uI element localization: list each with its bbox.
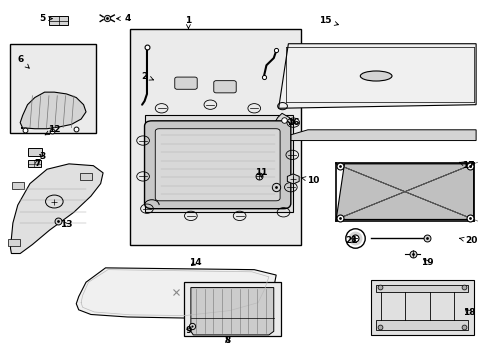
Text: 11: 11 (255, 168, 267, 177)
Text: 15: 15 (318, 16, 338, 25)
Text: 20: 20 (459, 237, 476, 246)
Polygon shape (335, 164, 473, 220)
Bar (10, 44, 96, 134)
FancyBboxPatch shape (213, 81, 236, 93)
Text: 5: 5 (39, 14, 52, 23)
Bar (375, 285, 467, 292)
Ellipse shape (360, 71, 391, 81)
Text: 13: 13 (60, 220, 73, 229)
Bar (27, 148, 42, 156)
Text: 21: 21 (345, 236, 357, 245)
FancyBboxPatch shape (174, 77, 197, 89)
Text: 1: 1 (185, 16, 191, 28)
Text: 9: 9 (185, 326, 191, 335)
Bar (8, 239, 20, 246)
Bar (130, 30, 300, 244)
Text: 6: 6 (17, 55, 29, 68)
Bar (375, 320, 467, 330)
Bar (27, 160, 41, 167)
Bar (12, 182, 23, 189)
Text: 8: 8 (224, 336, 230, 345)
Text: 4: 4 (116, 14, 130, 23)
Polygon shape (370, 280, 473, 335)
Polygon shape (283, 130, 475, 140)
Polygon shape (10, 164, 103, 253)
FancyBboxPatch shape (155, 129, 280, 201)
Text: 10: 10 (301, 176, 318, 185)
Polygon shape (20, 92, 86, 129)
Text: 18: 18 (462, 308, 474, 317)
Text: 14: 14 (189, 258, 202, 267)
FancyBboxPatch shape (144, 121, 290, 209)
Text: 7: 7 (34, 159, 41, 168)
Polygon shape (76, 268, 276, 318)
Text: 3: 3 (39, 152, 45, 161)
Polygon shape (274, 113, 292, 128)
Bar (49, 16, 68, 25)
Polygon shape (278, 44, 475, 108)
Bar (335, 164, 473, 220)
Text: 16: 16 (286, 118, 299, 127)
Bar (80, 173, 92, 180)
Polygon shape (144, 116, 293, 212)
Text: 2: 2 (141, 72, 153, 81)
Bar (183, 282, 281, 336)
Polygon shape (190, 288, 273, 335)
Text: 19: 19 (420, 258, 433, 267)
Text: 17: 17 (459, 161, 474, 170)
Text: 12: 12 (45, 125, 61, 135)
